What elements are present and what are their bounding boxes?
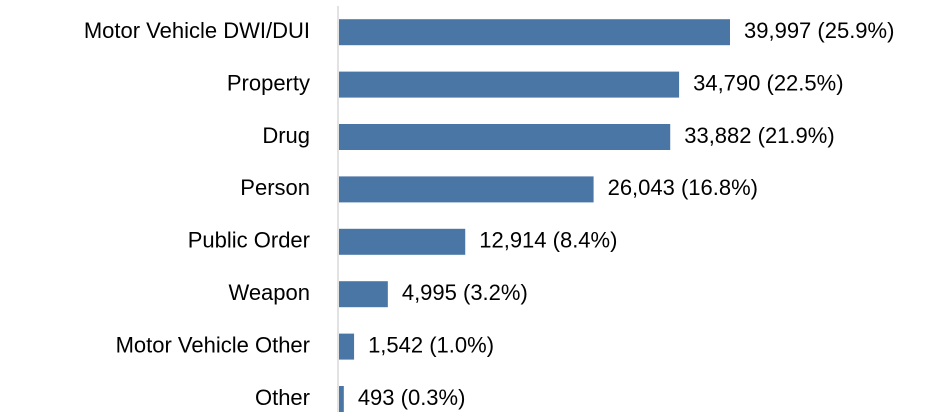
category-label: Drug bbox=[262, 123, 310, 148]
value-label: 12,914 (8.4%) bbox=[479, 228, 617, 253]
category-label: Other bbox=[255, 385, 310, 410]
bar bbox=[339, 386, 344, 412]
bar bbox=[339, 176, 594, 203]
value-label: 39,997 (25.9%) bbox=[744, 18, 894, 43]
category-label: Property bbox=[227, 70, 310, 95]
value-label: 34,790 (22.5%) bbox=[693, 70, 843, 95]
category-label: Public Order bbox=[188, 228, 310, 253]
value-label: 4,995 (3.2%) bbox=[402, 280, 528, 305]
value-label: 493 (0.3%) bbox=[358, 385, 466, 410]
value-label: 1,542 (1.0%) bbox=[368, 332, 494, 357]
bar bbox=[339, 71, 680, 98]
category-label: Motor Vehicle DWI/DUI bbox=[84, 18, 310, 43]
category-label: Motor Vehicle Other bbox=[116, 332, 310, 357]
bar bbox=[339, 124, 671, 150]
bar bbox=[339, 333, 355, 360]
value-label: 26,043 (16.8%) bbox=[608, 175, 758, 200]
category-label: Person bbox=[240, 175, 310, 200]
value-label: 33,882 (21.9%) bbox=[684, 123, 834, 148]
bar bbox=[339, 19, 730, 46]
bar bbox=[339, 281, 388, 308]
category-label: Weapon bbox=[228, 280, 310, 305]
bar bbox=[339, 228, 466, 255]
